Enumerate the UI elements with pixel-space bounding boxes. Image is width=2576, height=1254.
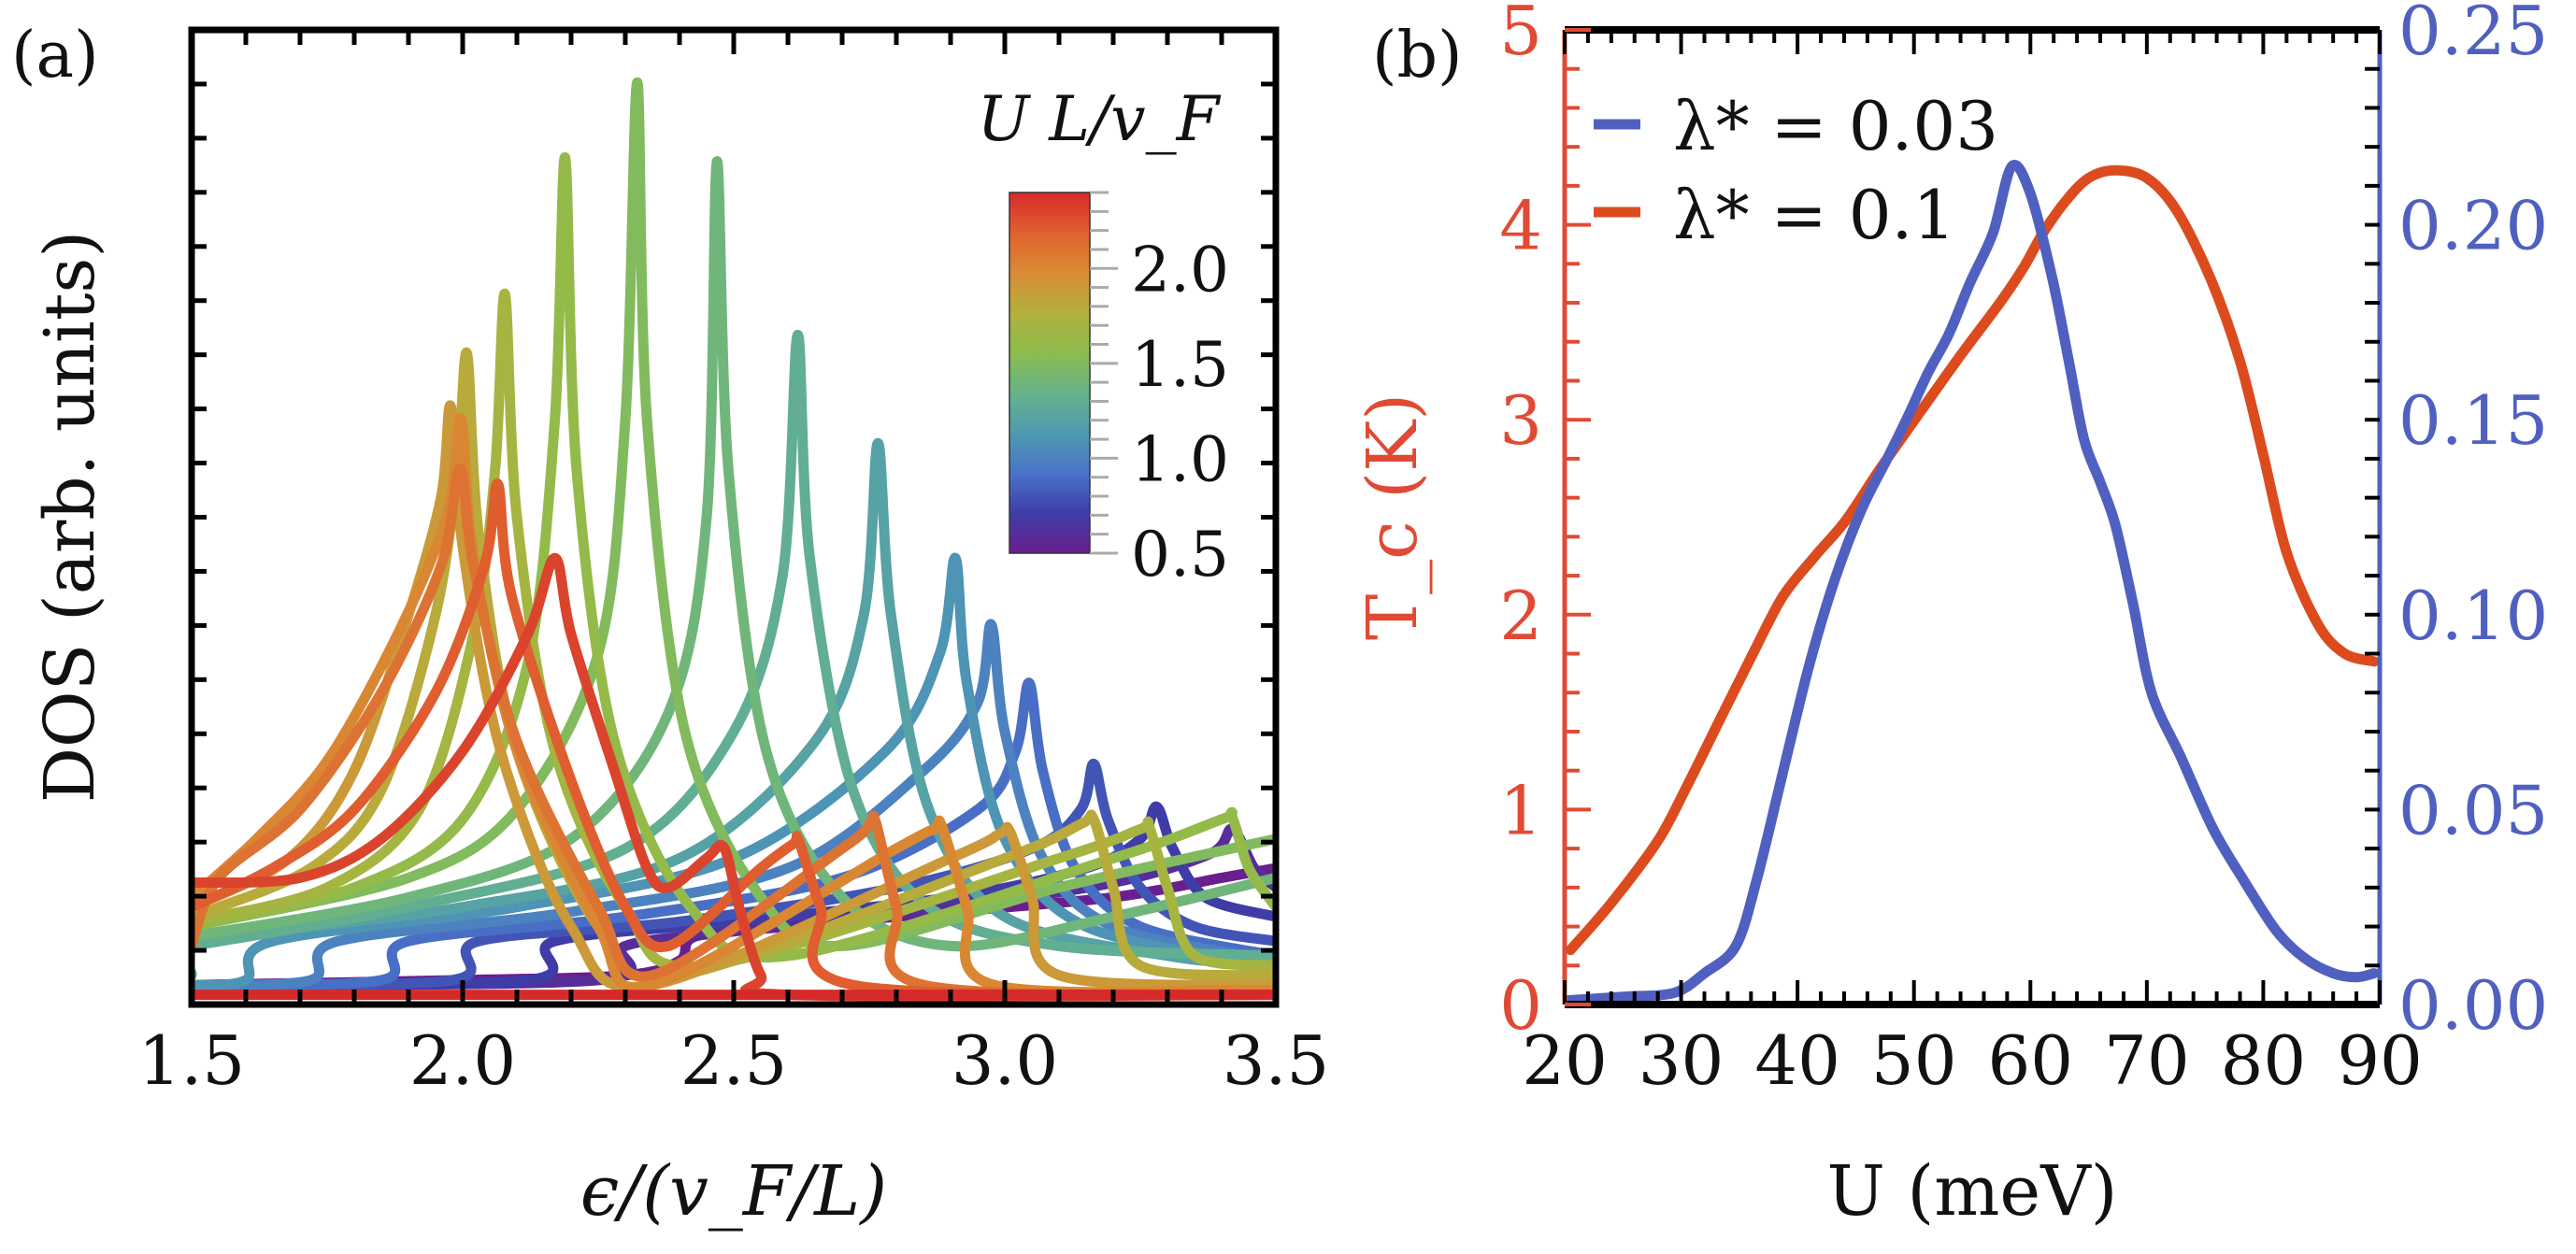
x-tick-label: 3.0 xyxy=(952,1021,1059,1100)
colorbar-tick-label: 1.0 xyxy=(1131,423,1229,495)
x-tick-label: 2.5 xyxy=(680,1021,788,1100)
dos-curve-u-2.2 xyxy=(192,478,1276,1001)
y-left-tick-label: 0 xyxy=(1499,966,1542,1045)
y-right-tick-label: 0.20 xyxy=(2398,187,2548,265)
dos-curve-u-2.1 xyxy=(192,463,1276,1001)
x-tick-label: 60 xyxy=(1987,1021,2073,1100)
colorbar-ticks: 0.5 1.0 1.5 2.0 xyxy=(1090,191,1229,591)
x-tick-label: 80 xyxy=(2221,1021,2307,1100)
dos-curve-u-1.6 xyxy=(192,152,1276,962)
panel-a-axes xyxy=(188,26,1280,1008)
panel-a-x-tick-labels: 1.5 2.0 2.5 3.0 3.5 xyxy=(138,1021,1330,1100)
x-tick-label: 20 xyxy=(1522,1021,1608,1100)
legend: λ* = 0.03 λ* = 0.1 xyxy=(1594,87,1998,254)
panel-a-label: (a) xyxy=(11,19,99,93)
panel-b-tick-labels: 20 30 40 50 60 70 80 90 0 1 2 3 4 5 0.00 0.05 0.10 0.15 0.… xyxy=(1499,0,2548,1100)
panel-a-x-axis-title: ϵ/(v_F/L) xyxy=(580,1151,887,1232)
legend-label-lambda-0.1: λ* = 0.1 xyxy=(1673,176,1955,254)
y-right-tick-label: 0.00 xyxy=(2398,966,2548,1045)
colorbar-title: U L/v_F xyxy=(978,83,1222,155)
dos-curve-u-1.2 xyxy=(192,437,1276,981)
y-left-tick-label: 1 xyxy=(1499,771,1542,849)
y-left-tick-label: 2 xyxy=(1499,577,1542,655)
panel-b-left-y-axis-title: T_c (K) xyxy=(1352,393,1433,640)
y-right-tick-label: 0.25 xyxy=(2398,0,2548,70)
x-tick-label: 40 xyxy=(1754,1021,1840,1100)
dos-curve-u-1 xyxy=(192,619,1276,990)
x-tick-label: 3.5 xyxy=(1223,1021,1330,1100)
dos-curves xyxy=(192,77,1276,1002)
tc-curve-lambda-0.03 xyxy=(1565,160,2380,1005)
dos-curve-u-2.3 xyxy=(192,552,1276,1002)
x-tick-label: 50 xyxy=(1871,1021,1957,1100)
tc-curves xyxy=(1565,160,2380,1005)
panel-b-axes xyxy=(1562,26,2383,1008)
x-tick-label: 30 xyxy=(1639,1021,1724,1100)
y-left-tick-label: 4 xyxy=(1499,187,1542,265)
colorbar: U L/v_F 0.5 1.0 1.5 2.0 xyxy=(978,83,1229,591)
tc-curve-lambda-0.1 xyxy=(1565,164,2380,956)
y-left-tick-label: 5 xyxy=(1499,0,1542,70)
panel-a-y-axis-title: DOS (arb. units) xyxy=(30,231,110,804)
dos-curve-u-2 xyxy=(192,413,1276,998)
y-right-tick-label: 0.15 xyxy=(2398,381,2548,460)
colorbar-tick-label: 1.5 xyxy=(1131,329,1229,401)
colorbar-tick-label: 2.0 xyxy=(1131,234,1229,306)
y-right-tick-label: 0.05 xyxy=(2398,771,2548,849)
panel-b-label: (b) xyxy=(1372,19,1463,93)
panel-a: (a) 1.5 2.0 2.5 3.0 3.5 ϵ/(v_F/L) DOS (arb. … xyxy=(11,19,1329,1232)
y-left-tick-label: 3 xyxy=(1499,381,1542,460)
colorbar-tick-label: 0.5 xyxy=(1131,519,1229,591)
y-right-tick-label: 0.10 xyxy=(2398,577,2548,655)
colorbar-gradient xyxy=(1009,192,1091,554)
x-tick-label: 90 xyxy=(2337,1021,2423,1100)
x-tick-label: 70 xyxy=(2104,1021,2190,1100)
x-tick-label: 1.5 xyxy=(138,1021,246,1100)
legend-label-lambda-0.03: λ* = 0.03 xyxy=(1673,87,1998,165)
panel-b: (b) 20 30 40 50 60 70 80 90 0 1 2 3 4 5 0.00 0.05 0.10 0.… xyxy=(1352,0,2548,1232)
x-tick-label: 2.0 xyxy=(409,1021,517,1100)
panel-b-x-axis-title: U (meV) xyxy=(1826,1151,2117,1232)
